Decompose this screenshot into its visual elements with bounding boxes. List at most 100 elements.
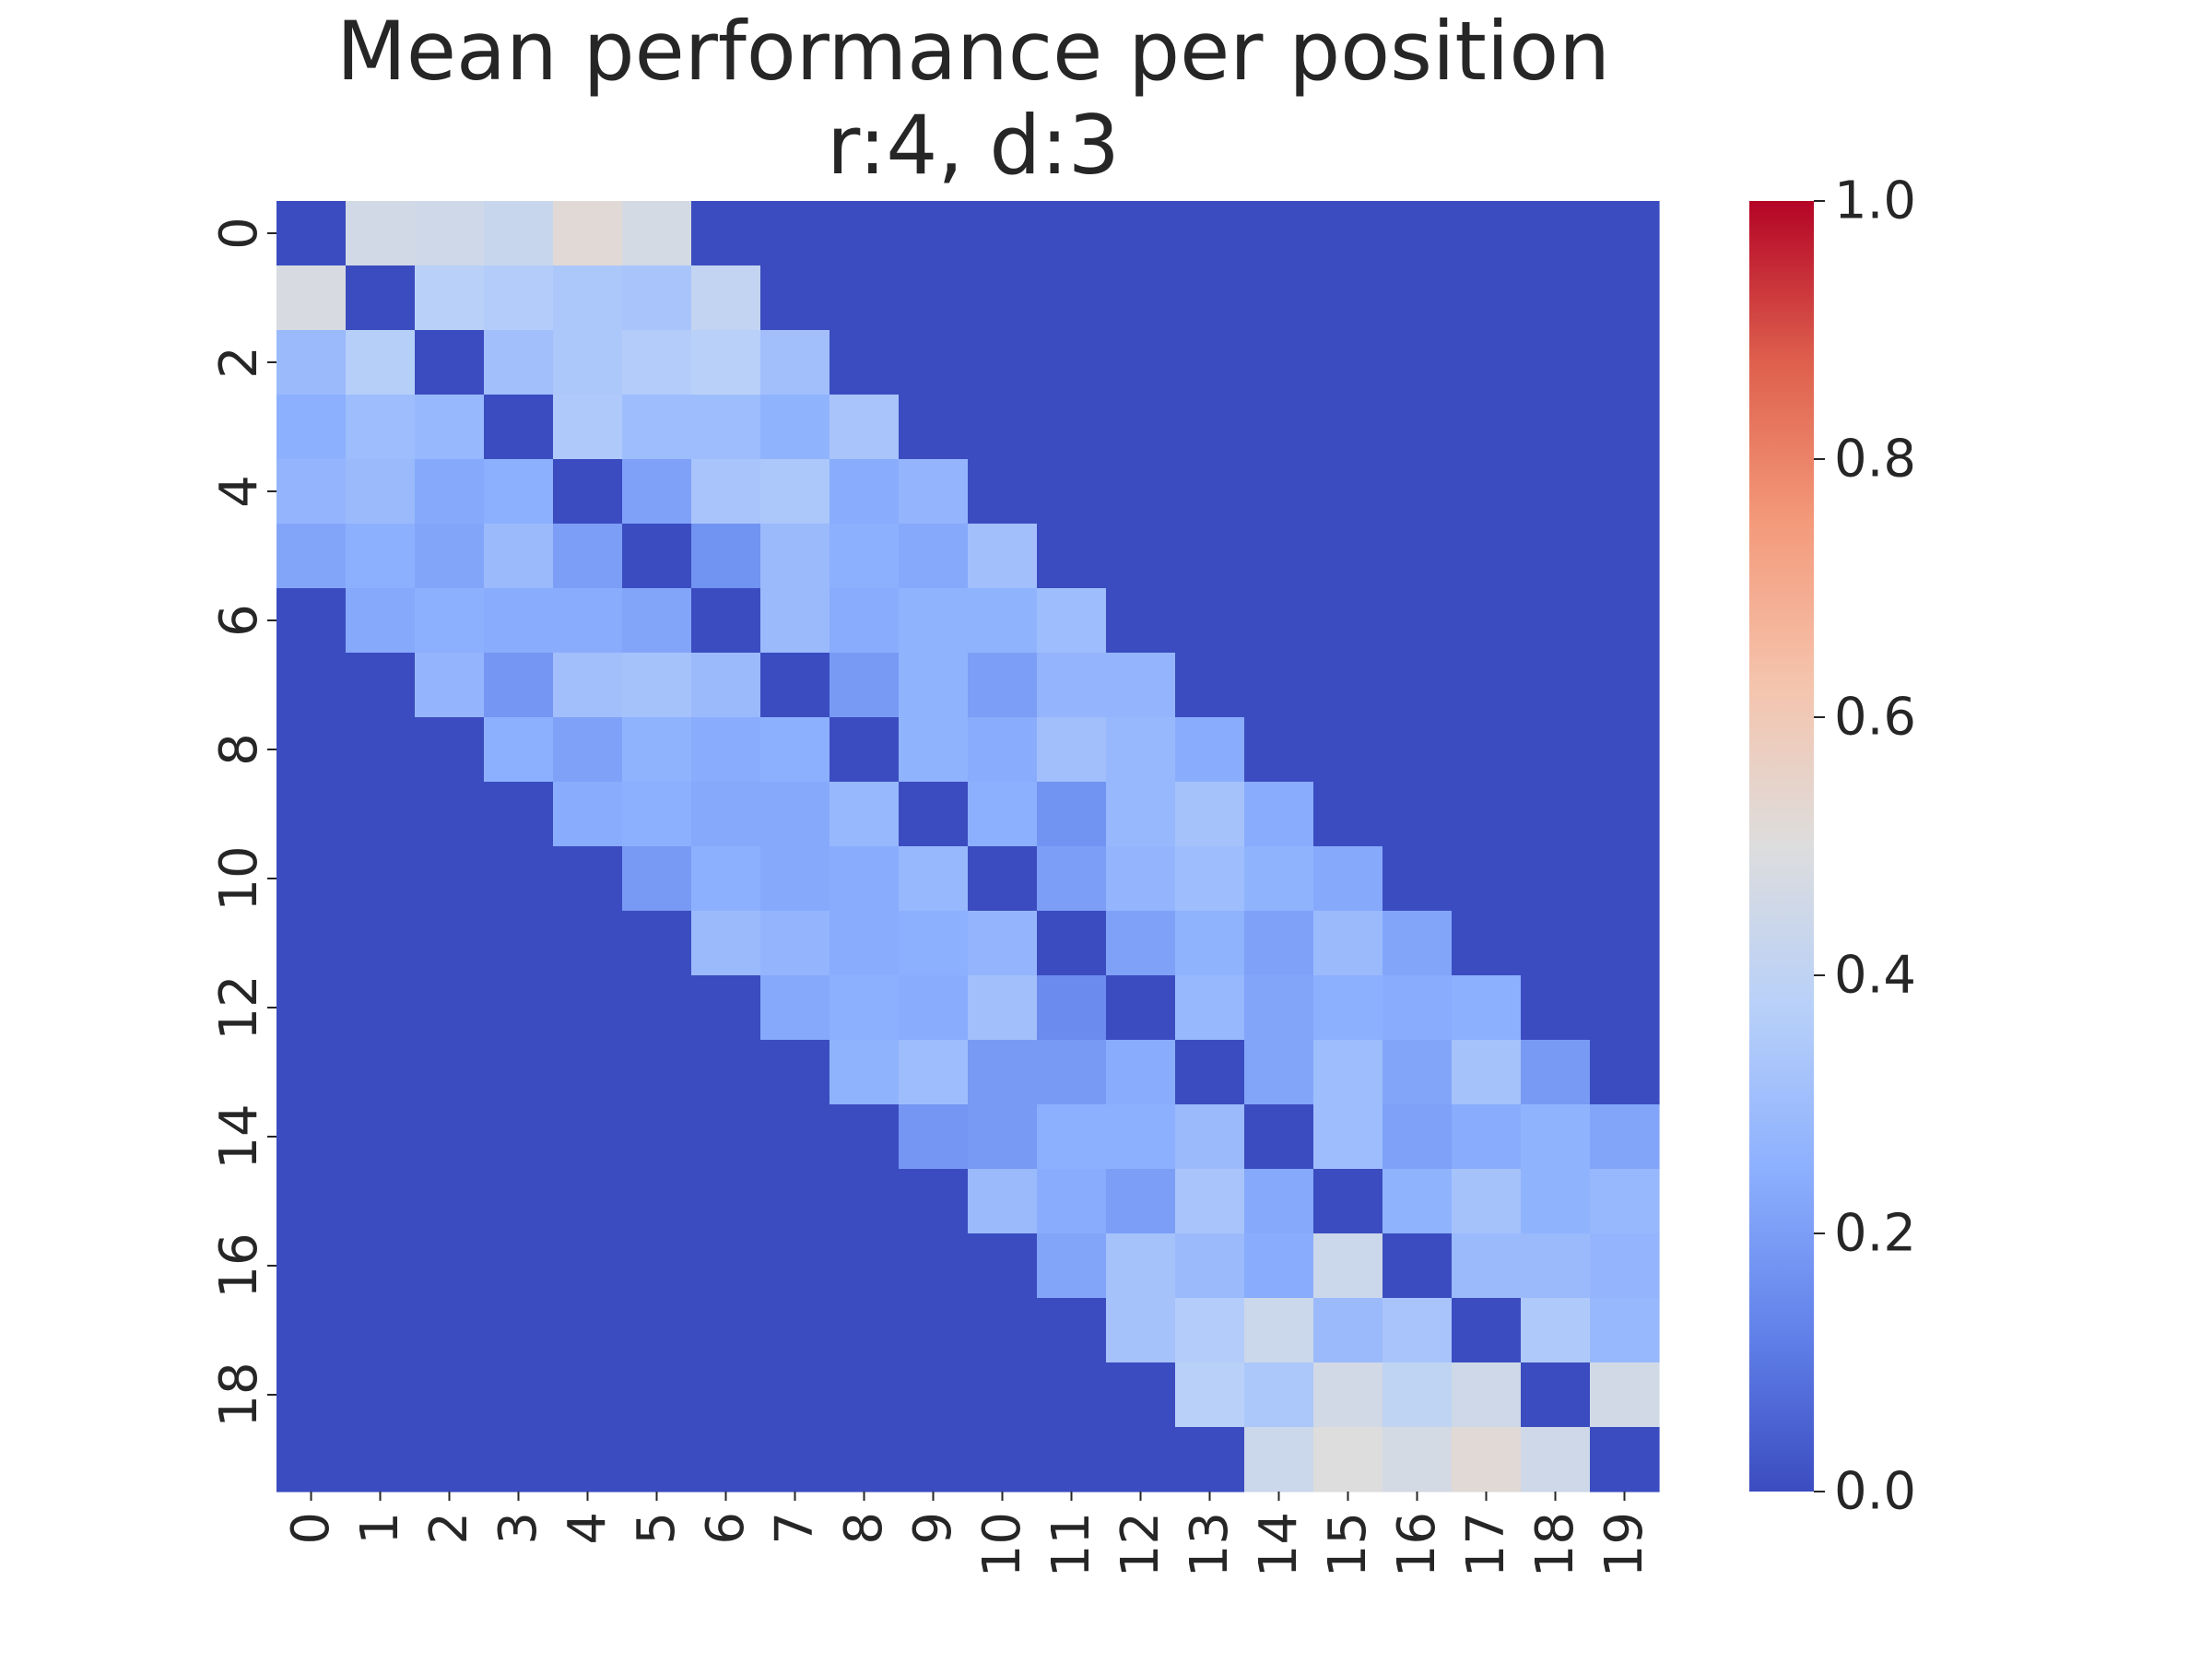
heatmap-cell-r18-c10	[968, 1362, 1038, 1428]
heatmap-cell-r15-c14	[1244, 1169, 1314, 1234]
heatmap-cell-r14-c8	[830, 1104, 900, 1170]
heatmap-cell-r11-c19	[1590, 911, 1660, 976]
heatmap-cell-r11-c7	[760, 911, 830, 976]
heatmap-cell-r6-c18	[1521, 588, 1591, 654]
heatmap-cell-r13-c15	[1313, 1040, 1383, 1105]
heatmap-cell-r3-c17	[1452, 395, 1522, 460]
heatmap-cell-r19-c18	[1521, 1427, 1591, 1492]
heatmap-cell-r8-c3	[484, 717, 554, 783]
heatmap-cell-r9-c12	[1106, 782, 1176, 847]
heatmap-cell-r12-c0	[276, 975, 347, 1041]
heatmap-cell-r10-c4	[553, 846, 623, 912]
heatmap-cell-r8-c0	[276, 717, 347, 783]
x-tick-label: 7	[765, 1512, 825, 1545]
heatmap-cell-r0-c3	[484, 201, 554, 266]
heatmap-cell-r13-c10	[968, 1040, 1038, 1105]
heatmap-cell-r6-c17	[1452, 588, 1522, 654]
heatmap-cell-r6-c14	[1244, 588, 1314, 654]
heatmap-cell-r7-c14	[1244, 653, 1314, 718]
heatmap-cell-r10-c10	[968, 846, 1038, 912]
heatmap-cell-r17-c13	[1175, 1298, 1245, 1363]
heatmap-cell-r8-c13	[1175, 717, 1245, 783]
heatmap-cell-r1-c19	[1590, 265, 1660, 331]
heatmap-cell-r8-c7	[760, 717, 830, 783]
x-tick-label: 9	[903, 1512, 963, 1545]
heatmap-cell-r15-c7	[760, 1169, 830, 1234]
heatmap-cell-r10-c9	[899, 846, 969, 912]
heatmap-cell-r12-c11	[1037, 975, 1107, 1041]
heatmap-cell-r18-c17	[1452, 1362, 1522, 1428]
heatmap-cell-r6-c3	[484, 588, 554, 654]
heatmap-cell-r0-c13	[1175, 201, 1245, 266]
heatmap-cell-r0-c8	[830, 201, 900, 266]
heatmap-cell-r7-c0	[276, 653, 347, 718]
heatmap-cell-r6-c10	[968, 588, 1038, 654]
heatmap-cell-r2-c5	[622, 330, 692, 395]
heatmap-cell-r12-c13	[1175, 975, 1245, 1041]
heatmap-cell-r1-c8	[830, 265, 900, 331]
heatmap-cell-r10-c14	[1244, 846, 1314, 912]
heatmap-cell-r18-c11	[1037, 1362, 1107, 1428]
heatmap-cell-r12-c18	[1521, 975, 1591, 1041]
heatmap-cell-r18-c12	[1106, 1362, 1176, 1428]
heatmap-cell-r19-c14	[1244, 1427, 1314, 1492]
heatmap-cell-r10-c1	[346, 846, 416, 912]
heatmap-cell-r1-c7	[760, 265, 830, 331]
heatmap-cell-r0-c17	[1452, 201, 1522, 266]
heatmap-cell-r10-c8	[830, 846, 900, 912]
heatmap-cell-r0-c9	[899, 201, 969, 266]
heatmap-cell-r0-c16	[1382, 201, 1453, 266]
heatmap-cell-r10-c3	[484, 846, 554, 912]
heatmap-cell-r9-c19	[1590, 782, 1660, 847]
heatmap-cell-r11-c17	[1452, 911, 1522, 976]
heatmap-cell-r12-c8	[830, 975, 900, 1041]
heatmap-cell-r6-c6	[691, 588, 761, 654]
x-tick-label: 4	[558, 1512, 618, 1545]
colorbar-ticks: 0.0 0.2 0.4 0.6 0.8 1.0	[1814, 171, 1916, 1522]
heatmap-cell-r2-c11	[1037, 330, 1107, 395]
heatmap-cell-r4-c17	[1452, 459, 1522, 525]
heatmap-cell-r19-c12	[1106, 1427, 1176, 1492]
heatmap-cell-r16-c13	[1175, 1233, 1245, 1299]
y-tick-label: 8	[209, 733, 269, 766]
heatmap-cell-r8-c9	[899, 717, 969, 783]
heatmap-cell-r9-c3	[484, 782, 554, 847]
heatmap-cell-r10-c6	[691, 846, 761, 912]
heatmap-cell-r2-c18	[1521, 330, 1591, 395]
heatmap-cell-r16-c10	[968, 1233, 1038, 1299]
heatmap-cell-r1-c10	[968, 265, 1038, 331]
heatmap-cell-r19-c11	[1037, 1427, 1107, 1492]
heatmap-cell-r16-c11	[1037, 1233, 1107, 1299]
heatmap-cell-r9-c11	[1037, 782, 1107, 847]
heatmap-cell-r4-c14	[1244, 459, 1314, 525]
heatmap-cell-r2-c17	[1452, 330, 1522, 395]
heatmap-cell-r12-c9	[899, 975, 969, 1041]
heatmap-cell-r3-c13	[1175, 395, 1245, 460]
heatmap-cell-r5-c15	[1313, 524, 1383, 589]
heatmap-cell-r7-c13	[1175, 653, 1245, 718]
heatmap-cell-r5-c8	[830, 524, 900, 589]
heatmap-cell-r5-c4	[553, 524, 623, 589]
heatmap-cell-r3-c19	[1590, 395, 1660, 460]
heatmap-cell-r8-c11	[1037, 717, 1107, 783]
heatmap-cell-r18-c1	[346, 1362, 416, 1428]
heatmap-cell-r13-c9	[899, 1040, 969, 1105]
heatmap-cell-r17-c3	[484, 1298, 554, 1363]
heatmap-cell-r2-c4	[553, 330, 623, 395]
heatmap-cell-r19-c13	[1175, 1427, 1245, 1492]
heatmap-cell-r4-c9	[899, 459, 969, 525]
heatmap-cell-r7-c3	[484, 653, 554, 718]
heatmap-cell-r4-c11	[1037, 459, 1107, 525]
heatmap-cell-r5-c13	[1175, 524, 1245, 589]
heatmap-cell-r18-c5	[622, 1362, 692, 1428]
heatmap-cell-r12-c16	[1382, 975, 1453, 1041]
heatmap-cell-r15-c2	[415, 1169, 485, 1234]
heatmap-cell-r2-c14	[1244, 330, 1314, 395]
heatmap-cell-r15-c8	[830, 1169, 900, 1234]
y-tick-label: 14	[209, 1103, 269, 1169]
heatmap-cell-r17-c18	[1521, 1298, 1591, 1363]
heatmap-cell-r18-c9	[899, 1362, 969, 1428]
heatmap-cell-r18-c4	[553, 1362, 623, 1428]
heatmap-cell-r11-c0	[276, 911, 347, 976]
